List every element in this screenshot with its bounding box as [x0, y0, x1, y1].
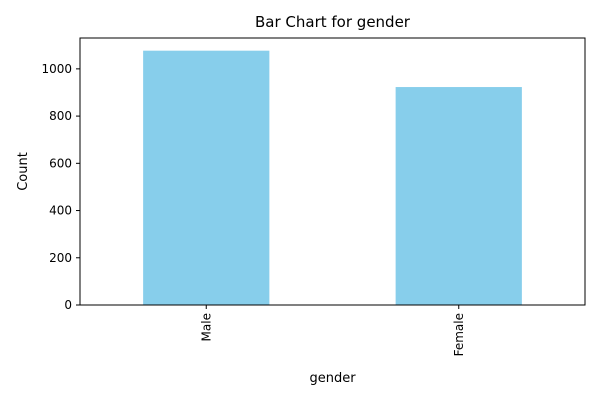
bars-layer	[143, 50, 522, 305]
y-tick-label: 0	[64, 298, 72, 312]
plot-frame	[79, 37, 586, 306]
y-axis-ticks: 0 200 400 600 800 1000	[41, 62, 80, 312]
y-tick-label: 800	[49, 109, 72, 123]
y-tick-label: 200	[49, 251, 72, 265]
y-tick-label: 1000	[41, 62, 72, 76]
y-tick-label: 600	[49, 156, 72, 170]
bar-male	[143, 50, 270, 305]
x-tick-label: Male	[199, 313, 213, 341]
x-tick-label: Female	[452, 313, 466, 356]
y-axis-label: Count	[16, 152, 31, 191]
x-axis-label: gender	[309, 371, 356, 386]
chart-title: Bar Chart for gender	[255, 13, 411, 31]
bar-female	[395, 87, 522, 305]
y-tick-label: 400	[49, 204, 72, 218]
x-axis-ticks: Male Female	[199, 305, 466, 356]
